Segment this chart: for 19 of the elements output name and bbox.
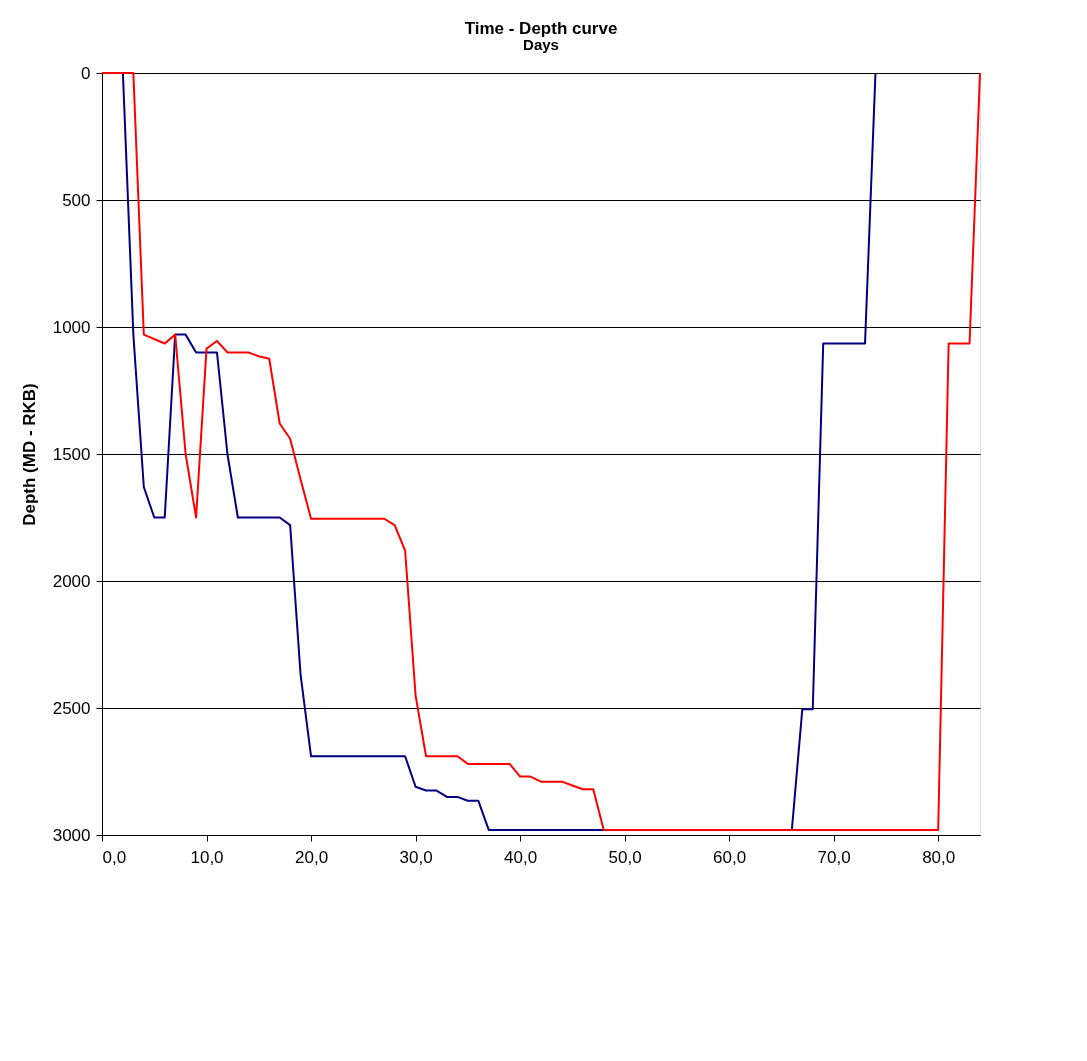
x-axis-title: Days <box>523 36 559 53</box>
x-tick-label: 50,0 <box>608 847 642 867</box>
x-tick-label: 0,0 <box>102 847 127 867</box>
y-axis-title: Depth (MD - RKB) <box>19 383 39 526</box>
chart-title: Time - Depth curve <box>464 19 618 38</box>
x-tick-label: 70,0 <box>817 847 851 867</box>
y-tick-label: 0 <box>81 63 91 83</box>
y-tick-label: 2500 <box>52 698 91 718</box>
x-tick-label: 10,0 <box>190 847 224 867</box>
y-tick-label: 1500 <box>52 444 91 464</box>
x-tick-label: 80,0 <box>922 847 956 867</box>
y-tick-label: 1000 <box>52 317 91 337</box>
x-tick-label: 20,0 <box>295 847 329 867</box>
y-tick-label: 2000 <box>52 571 91 591</box>
x-tick-label: 40,0 <box>504 847 538 867</box>
y-tick-label: 500 <box>62 190 91 210</box>
x-tick-label: 60,0 <box>713 847 747 867</box>
x-tick-label: 30,0 <box>399 847 433 867</box>
y-tick-label: 3000 <box>52 825 91 845</box>
